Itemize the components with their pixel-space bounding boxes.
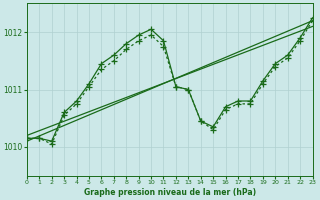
X-axis label: Graphe pression niveau de la mer (hPa): Graphe pression niveau de la mer (hPa)	[84, 188, 256, 197]
